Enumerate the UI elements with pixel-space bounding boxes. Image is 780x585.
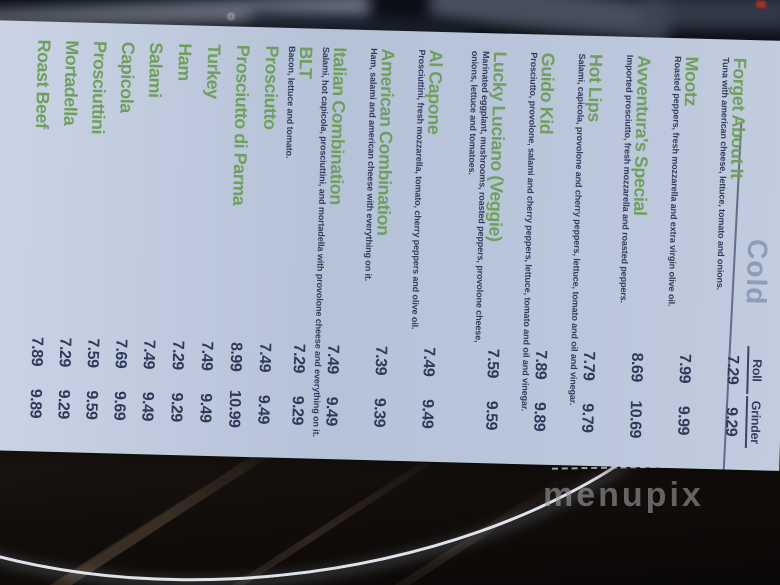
menu-item: Hot Lips Salami, capicola, provolone and… xyxy=(568,36,606,466)
menu-item-price-roll: 7.69 xyxy=(111,338,130,369)
menu-item-price-roll: 7.49 xyxy=(323,344,342,374)
menu-paper: Cold Roll Grinder Forget About It Tuna w… xyxy=(0,19,780,471)
menu-item: Italian Combination Salami, hot capicola… xyxy=(311,30,350,460)
menu-item: Capicola 7.69 9.69 xyxy=(110,24,138,454)
menu-item-name: Salami xyxy=(144,42,167,98)
menu-item-price-grinder: 9.49 xyxy=(322,396,341,426)
menu-item-price-roll: 7.29 xyxy=(55,337,74,367)
menu-item-name: Mootz xyxy=(680,56,703,107)
menu-item: Guido Kid Prosciutto, provolone, salami … xyxy=(520,35,558,465)
menu-item-price-roll: 7.99 xyxy=(675,353,694,384)
menu-item-price-grinder: 9.29 xyxy=(722,406,740,437)
menu-item-name: Turkey xyxy=(202,43,225,99)
menu-item-description: Prosciuttini, fresh mozzarella, tomato, … xyxy=(409,49,428,330)
menu-item-price-grinder: 9.89 xyxy=(530,401,548,432)
menu-item-price-grinder: 9.59 xyxy=(82,390,101,420)
menu-item-price-grinder: 10.69 xyxy=(626,400,645,439)
menu-item-price-roll: 7.89 xyxy=(531,349,550,380)
menu-item-description: Roasted peppers, fresh mozzarella and ex… xyxy=(666,55,684,307)
column-header-grinder: Grinder xyxy=(744,396,764,449)
menu-item-price-grinder: 9.39 xyxy=(370,397,389,428)
menu-item-price-grinder: 9.89 xyxy=(26,388,45,419)
menu-item: Lucky Luciano (Veggie) Marinated eggplan… xyxy=(467,34,510,464)
menu-item-name: BLT xyxy=(295,46,317,79)
menu-item-price-roll: 7.79 xyxy=(579,351,598,381)
menu-item-price-roll: 7.49 xyxy=(197,341,216,371)
menu-item: Salami 7.49 9.49 xyxy=(138,25,166,455)
menu-item-name: Capicola xyxy=(116,41,139,114)
menu-item: American Combination Ham, salami and ame… xyxy=(363,31,398,461)
gear-indicator-letter: o xyxy=(227,8,235,23)
menu-content: Cold Roll Grinder Forget About It Tuna w… xyxy=(0,19,780,471)
menu-item-price-grinder: 9.29 xyxy=(288,395,307,426)
menu-item: Roast Beef 7.89 9.89 xyxy=(26,22,54,452)
menu-item-price-grinder: 9.49 xyxy=(418,398,436,429)
menu-item: Avventura's Special Imported prosciutto,… xyxy=(619,38,654,468)
menu-item-price-roll: 7.59 xyxy=(83,338,102,368)
menu-item-price-grinder: 9.69 xyxy=(110,390,129,421)
menu-item-name: Prosciutto di Parma xyxy=(229,44,254,206)
menu-item-price-grinder: 9.79 xyxy=(578,403,596,433)
menu-item-price-roll: 7.29 xyxy=(723,354,742,385)
menu-item-description: Marinated eggplant, mushrooms, roasted p… xyxy=(467,50,492,343)
menu-item: Prosciuttini 7.59 9.59 xyxy=(82,23,110,453)
menu-item-price-roll: 8.99 xyxy=(226,341,245,372)
menu-item-name: Prosciuttini xyxy=(87,40,111,135)
menu-item: Al Capone Prosciuttini, fresh mozzarella… xyxy=(410,32,446,462)
menu-item-price-grinder: 9.29 xyxy=(167,392,186,422)
menu-item: Turkey 7.49 9.49 xyxy=(196,26,224,456)
menu-item-price-grinder: 10.99 xyxy=(225,389,244,428)
red-indicator-light xyxy=(756,1,766,8)
menu-item-name: Roast Beef xyxy=(31,39,55,129)
menu-item-name: Ham xyxy=(174,42,196,81)
menu-item-name: Mortadella xyxy=(60,40,83,126)
menu-item-price-grinder: 9.29 xyxy=(54,389,73,419)
menu-item-name: Prosciutto xyxy=(259,45,283,130)
menu-item-price-roll: 7.39 xyxy=(371,345,390,376)
column-header-roll: Roll xyxy=(746,346,765,395)
menu-item: Prosciutto di Parma 8.99 10.99 xyxy=(225,27,253,457)
menu-item-price-roll: 7.49 xyxy=(255,342,274,373)
menu-item-price-grinder: 9.99 xyxy=(674,405,692,436)
menu-item-price-roll: 7.89 xyxy=(27,336,46,367)
menupix-watermark: menupix xyxy=(543,476,704,514)
menu-item-price-grinder: 9.59 xyxy=(482,400,500,431)
menu-item: Prosciutto 7.49 9.49 xyxy=(254,28,282,458)
menu-item-price-roll: 7.59 xyxy=(483,348,502,379)
menu-item-price-grinder: 9.49 xyxy=(138,391,157,422)
menu-item-price-roll: 7.29 xyxy=(168,340,187,370)
menu-item-price-grinder: 9.49 xyxy=(254,394,273,425)
menu-item: Mortadella 7.29 9.29 xyxy=(54,23,82,453)
menu-item-price-roll: 7.49 xyxy=(139,339,158,370)
menu-item-price-roll: 7.49 xyxy=(419,346,438,377)
menu-item-price-roll: 8.69 xyxy=(627,352,646,382)
menu-item-price-roll: 7.29 xyxy=(289,343,308,374)
menu-item: Mootz Roasted peppers, fresh mozzarella … xyxy=(666,39,702,469)
menu-item-description: Bacon, lettuce and tomato. xyxy=(284,45,298,159)
menu-item: Ham 7.29 9.29 xyxy=(167,25,195,455)
menu-item-price-grinder: 9.49 xyxy=(196,393,215,423)
